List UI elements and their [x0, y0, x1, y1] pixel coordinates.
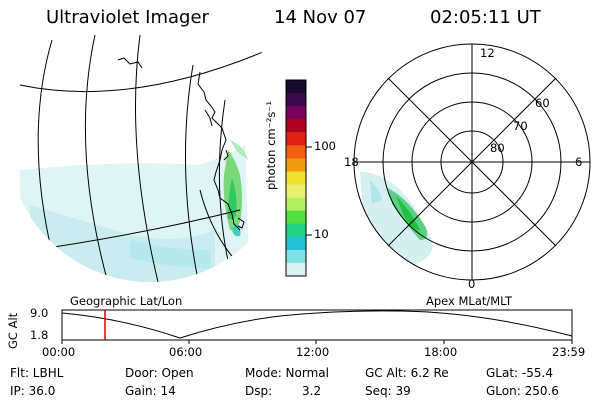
- mlat-label-60: 60: [535, 96, 550, 110]
- gc-alt-readout: GC Alt: 6.2 Re: [365, 366, 449, 380]
- colorbar-band: [286, 184, 306, 199]
- xtick-1800: 18:00: [424, 345, 458, 359]
- seq-readout: Seq: 39: [365, 384, 411, 398]
- mlt-label-6: 6: [575, 155, 583, 169]
- geo-panel-caption: Geographic Lat/Lon: [70, 294, 183, 308]
- glon-readout: GLon: 250.6: [486, 384, 559, 398]
- filter-readout: Flt: LBHL: [10, 366, 64, 380]
- colorbar-band: [286, 145, 306, 159]
- glat-readout: GLat: -55.4: [486, 366, 553, 380]
- colorbar-tick-100: 100: [314, 139, 336, 153]
- dsp-label: Dsp:: [245, 384, 273, 398]
- altitude-ytick-low: 1.8: [30, 328, 49, 342]
- colorbar-band: [286, 236, 306, 251]
- colorbar-band: [286, 132, 306, 146]
- colorbar-tick-10: 10: [314, 227, 329, 241]
- colorbar-band: [286, 171, 306, 186]
- mlat-label-70: 70: [513, 119, 528, 133]
- colorbar-band: [286, 210, 306, 225]
- altitude-ytick-high: 9.0: [30, 306, 49, 320]
- xtick-0000: 00:00: [42, 345, 76, 359]
- xtick-0600: 06:00: [169, 345, 203, 359]
- gain-readout: Gain: 14: [125, 384, 176, 398]
- dsp-value: 3.2: [302, 384, 322, 398]
- app-title: Ultraviolet Imager: [46, 7, 209, 28]
- door-readout: Door: Open: [125, 366, 194, 380]
- colorbar-band: [286, 249, 306, 264]
- colorbar-band: [286, 106, 306, 120]
- polar-grid: [353, 43, 591, 281]
- colorbar-band: [286, 197, 306, 212]
- ip-readout: IP: 36.0: [10, 384, 56, 398]
- altitude-ylabel: GC Alt: [6, 312, 20, 349]
- colorbar-band: [286, 93, 306, 107]
- image-date: 14 Nov 07: [274, 7, 367, 28]
- xtick-1200: 12:00: [296, 345, 330, 359]
- colorbar-band: [286, 158, 306, 172]
- colorbar-band: [286, 80, 306, 94]
- polar-panel-caption: Apex MLat/MLT: [426, 294, 513, 308]
- colorbar-band: [286, 223, 306, 238]
- mlt-label-0: 0: [468, 277, 476, 291]
- coastline: [117, 57, 245, 231]
- mlt-label-12: 12: [480, 46, 495, 60]
- image-time: 02:05:11 UT: [430, 7, 541, 28]
- mlat-label-80: 80: [490, 141, 505, 155]
- mode-readout: Mode: Normal: [245, 366, 329, 380]
- mlt-label-18: 18: [344, 155, 359, 169]
- altitude-curve: [61, 310, 573, 339]
- xtick-2359: 23:59: [552, 345, 586, 359]
- colorbar-band: [286, 262, 306, 277]
- colorbar-band: [286, 119, 306, 133]
